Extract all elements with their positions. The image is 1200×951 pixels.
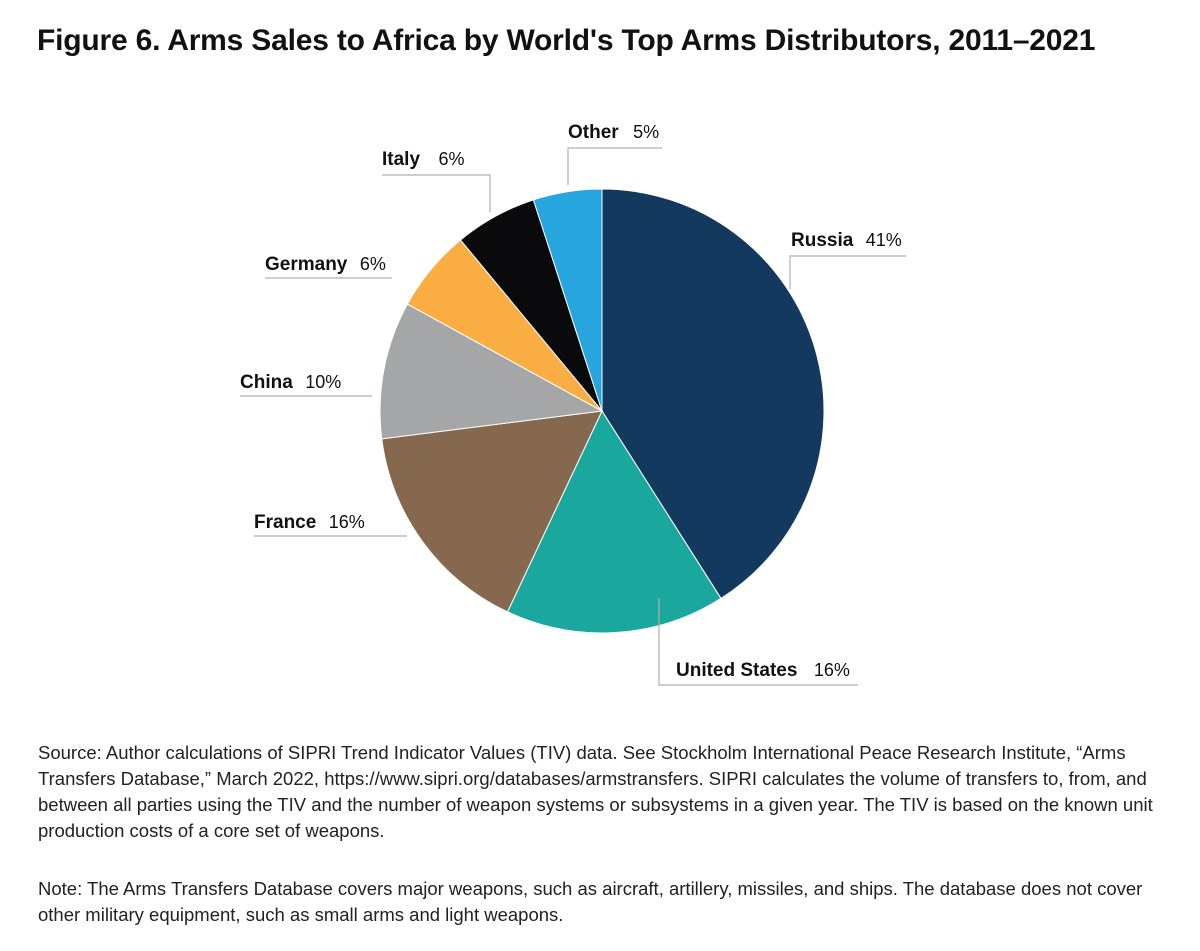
label-united-states-value: 16%	[814, 660, 850, 680]
pie-slice-other	[532, 188, 603, 412]
chart-title: Figure 6. Arms Sales to Africa by World'…	[37, 24, 1096, 57]
label-france: France 16%	[254, 512, 365, 533]
label-china: China 10%	[240, 372, 341, 393]
label-germany: Germany 6%	[265, 254, 386, 275]
label-italy-name: Italy	[382, 149, 420, 170]
pie-slice-russia	[601, 188, 825, 600]
leader-line-other	[567, 147, 662, 185]
pie-slice-france	[381, 410, 603, 613]
label-china-value: 10%	[305, 372, 341, 392]
label-italy: Italy 6%	[382, 149, 465, 170]
note-text: Note: The Arms Transfers Database covers…	[38, 878, 1143, 925]
pie-slices	[379, 188, 825, 634]
label-france-name: France	[254, 512, 316, 533]
leader-line-united-states	[658, 598, 858, 686]
label-russia-value: 41%	[866, 230, 902, 250]
pie-chart: Russia 41% United States 16% France 16% …	[240, 122, 906, 686]
label-italy-value: 6%	[438, 149, 464, 169]
slice-labels: Russia 41% United States 16% France 16% …	[240, 122, 902, 681]
source-note: Source: Author calculations of SIPRI Tre…	[38, 742, 1153, 841]
leader-line-italy	[382, 174, 491, 212]
label-other: Other 5%	[568, 122, 659, 143]
label-other-value: 5%	[633, 122, 659, 142]
leader-lines	[240, 147, 906, 686]
label-germany-name: Germany	[265, 254, 348, 275]
label-germany-value: 6%	[360, 254, 386, 274]
pie-slice-united-states	[506, 409, 722, 634]
label-russia: Russia 41%	[791, 230, 902, 251]
leader-line-russia	[789, 255, 906, 289]
label-united-states: United States 16%	[676, 660, 850, 681]
label-france-value: 16%	[329, 512, 365, 532]
label-united-states-name: United States	[676, 660, 797, 681]
label-russia-name: Russia	[791, 230, 854, 251]
label-other-name: Other	[568, 122, 619, 143]
pie-slice-china	[379, 303, 604, 440]
label-china-name: China	[240, 372, 293, 393]
